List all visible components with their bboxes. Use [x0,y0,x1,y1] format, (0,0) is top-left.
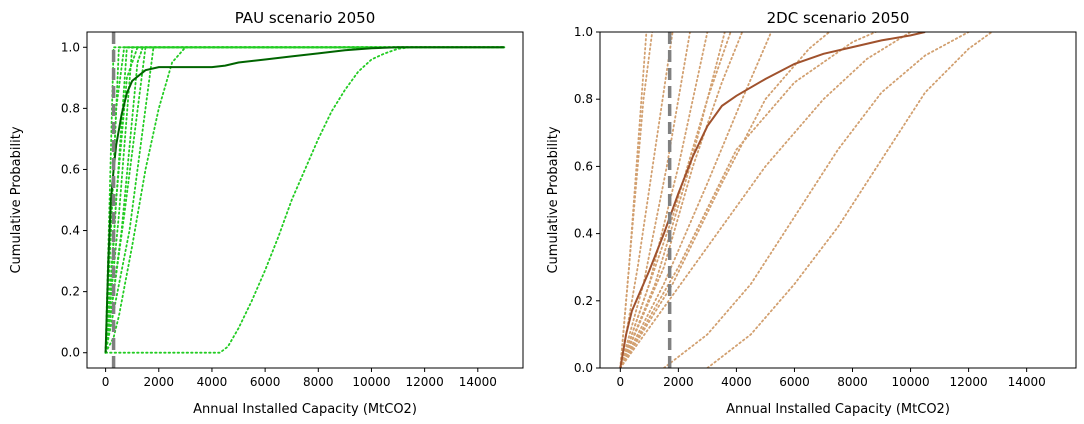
dotted-series-line-2 [619,32,674,368]
series-group [104,32,506,368]
y-tick-label: 0.8 [61,101,80,115]
x-tick-label: 8000 [837,375,868,389]
x-tick-label: 6000 [250,375,281,389]
dotted-series-line-14 [619,32,732,368]
chart-title: 2DC scenario 2050 [767,9,910,27]
plot-area: 0 2000 4000 6000 8000 10000 12000 14000 0.0 0.2 0.… [574,25,1077,389]
dotted-series-line-8 [104,46,506,354]
dotted-series-line-13 [619,32,654,368]
y-tick-label: 0.2 [574,294,593,308]
dotted-series-line-7 [619,32,773,368]
axes-frame [599,31,1077,369]
dotted-series-line-4 [104,46,506,354]
chart-panel-2dc: 2DC scenario 2050 0 2000 4000 6000 8000 10000… [546,9,1077,417]
x-axis-label: Annual Installed Capacity (MtCO2) [193,402,417,417]
y-tick-label: 1.0 [574,25,593,39]
y-tick-label: 0.0 [574,361,593,375]
x-tick-label: 0 [102,375,110,389]
dotted-series-line-3 [619,32,691,368]
dotted-series-line-6 [104,46,506,354]
x-tick-label: 14000 [459,375,497,389]
series-group [619,32,993,368]
y-axis-label: Cumulative Probability [546,126,561,273]
y-axis-label: Cumulative Probability [9,126,24,273]
y-tick-label: 0.0 [61,346,80,360]
x-tick-label: 8000 [303,375,334,389]
x-tick-label: 4000 [721,375,752,389]
dotted-series-line-5 [619,32,726,368]
x-tick-label: 14000 [1008,375,1046,389]
x-tick-label: 6000 [779,375,810,389]
dotted-series-line-5 [104,46,506,354]
dotted-series-line-9 [104,46,506,354]
dotted-series-line-11 [663,32,970,368]
dotted-series-line-6 [619,32,744,368]
main-series-line [104,46,505,353]
y-tick-label: 1.0 [61,40,80,54]
y-tick-label: 0.8 [574,92,593,106]
dotted-series-line-12 [706,32,993,368]
chart-panel-pau: PAU scenario 2050 0 2000 4000 6000 8000 10000… [9,9,524,417]
y-tick-label: 0.2 [61,285,80,299]
y-tick-label: 0.4 [61,224,80,238]
plot-area: 0 2000 4000 6000 8000 10000 12000 14000 0.0 0.2 0.… [61,31,524,389]
axes-frame [86,31,524,369]
dotted-series-line-11 [104,46,506,354]
x-axis-label: Annual Installed Capacity (MtCO2) [726,402,950,417]
x-tick-label: 12000 [406,375,444,389]
y-tick-label: 0.6 [61,162,80,176]
x-tick-label: 4000 [197,375,228,389]
chart-title: PAU scenario 2050 [235,9,376,27]
dotted-series-line-8 [619,32,831,368]
x-tick-label: 10000 [352,375,390,389]
main-series-line [619,32,926,368]
dotted-series-line-9 [619,32,877,368]
x-tick-label: 0 [616,375,624,389]
dotted-series-line-3 [104,46,506,354]
x-tick-label: 2000 [144,375,175,389]
dotted-series-line-10 [619,32,912,368]
y-tick-label: 0.6 [574,159,593,173]
x-tick-label: 10000 [891,375,929,389]
dotted-series-line-7 [104,46,506,354]
dotted-series-line-10 [104,46,506,354]
x-tick-label: 12000 [950,375,988,389]
dotted-series-line-2 [104,46,506,354]
x-tick-label: 2000 [663,375,694,389]
dotted-series-line-1 [104,46,506,354]
y-tick-label: 0.4 [574,227,593,241]
